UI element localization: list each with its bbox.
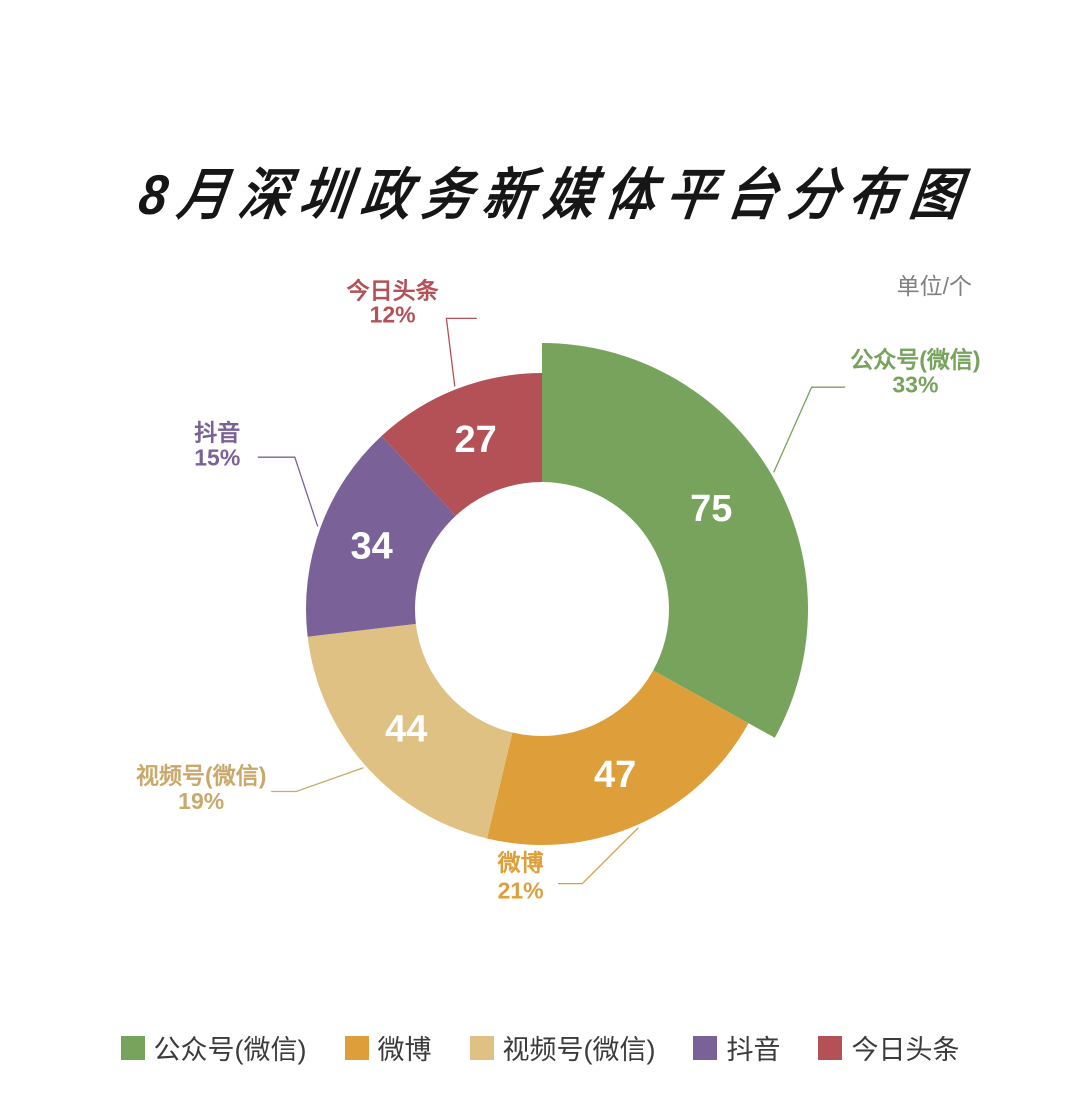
svg-text:今日头条: 今日头条 xyxy=(346,278,438,304)
svg-text:47: 47 xyxy=(594,754,636,796)
svg-text:抖音: 抖音 xyxy=(194,420,240,446)
svg-text:27: 27 xyxy=(454,419,496,461)
svg-text:公众号(微信): 公众号(微信) xyxy=(850,346,980,372)
svg-text:19%: 19% xyxy=(178,788,224,814)
svg-text:12%: 12% xyxy=(369,302,415,328)
svg-text:微博: 微博 xyxy=(496,850,543,876)
svg-text:44: 44 xyxy=(385,709,427,751)
svg-text:75: 75 xyxy=(690,488,732,530)
svg-text:视频号(微信): 视频号(微信) xyxy=(136,763,266,789)
svg-text:34: 34 xyxy=(350,525,392,567)
svg-text:21%: 21% xyxy=(497,878,543,904)
svg-text:15%: 15% xyxy=(194,445,240,471)
svg-text:33%: 33% xyxy=(892,372,938,398)
